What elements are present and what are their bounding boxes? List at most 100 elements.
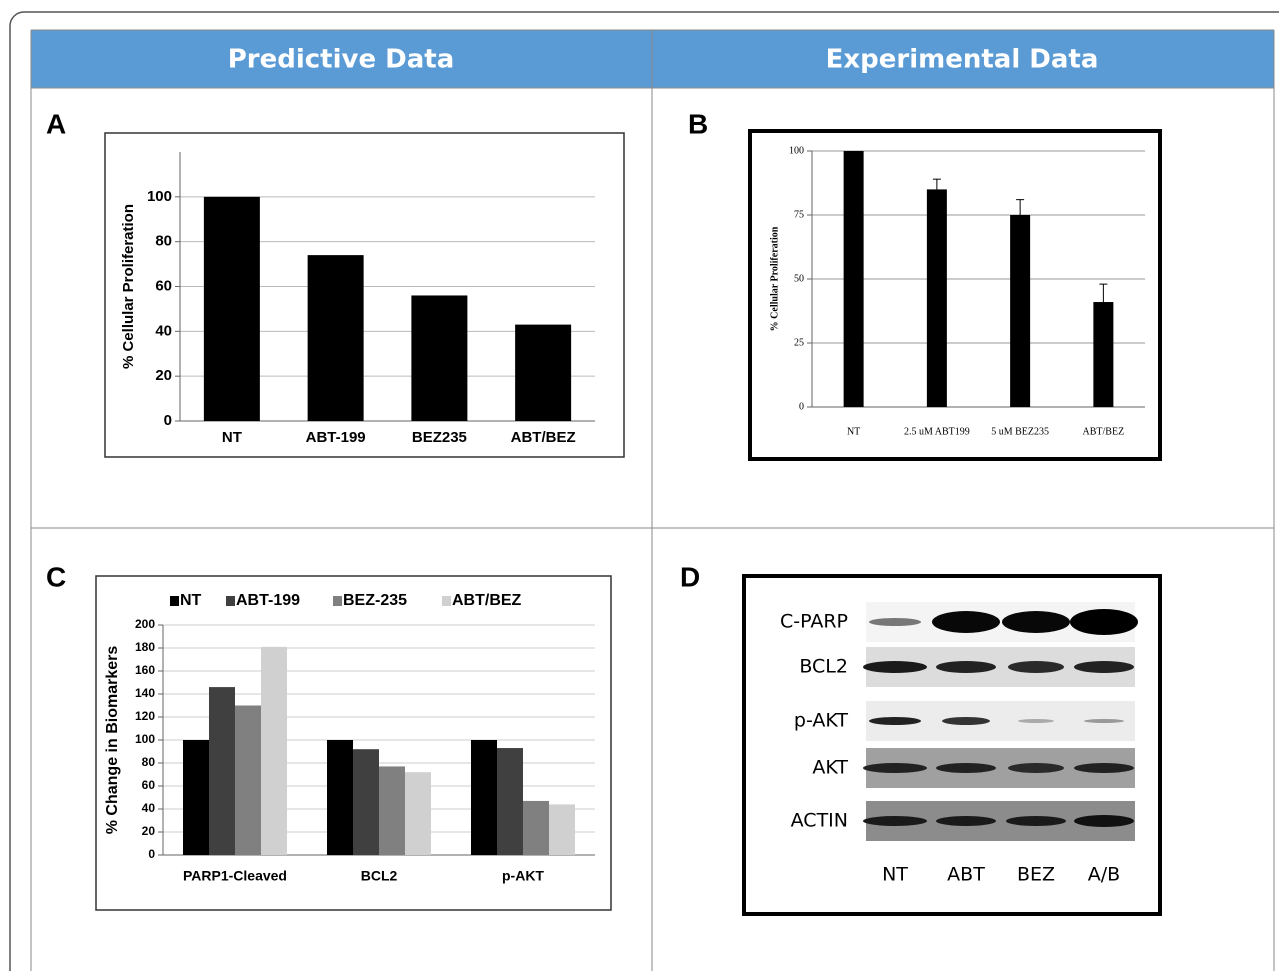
bar — [204, 197, 260, 421]
blot-row-label: AKT — [812, 757, 848, 779]
bar — [183, 740, 209, 855]
blot-lane-label: A/B — [1088, 864, 1120, 886]
blot-band — [1070, 609, 1138, 635]
blot-row-label: C-PARP — [780, 611, 848, 633]
bar — [327, 740, 353, 855]
blot-band — [936, 763, 996, 773]
blot-lane-label: NT — [882, 864, 908, 886]
legend-label: ABT-199 — [236, 592, 300, 609]
blot-band — [1074, 763, 1134, 773]
bar — [209, 687, 235, 855]
y-tick-label: 100 — [147, 188, 172, 205]
bar — [235, 706, 261, 856]
y-tick-label: 0 — [164, 412, 172, 429]
blot-band — [1008, 661, 1064, 673]
blot-band — [1008, 763, 1064, 773]
legend-swatch — [333, 596, 342, 606]
blot-row-label: p-AKT — [794, 710, 848, 732]
blot-band — [1074, 661, 1134, 673]
x-tick-label: BCL2 — [361, 868, 398, 884]
blot-band — [1074, 815, 1134, 827]
y-tick-label: 75 — [794, 209, 804, 220]
y-axis-title: % Change in Biomarkers — [104, 646, 121, 835]
y-tick-label: 20 — [142, 824, 156, 838]
y-tick-label: 100 — [135, 732, 155, 746]
y-tick-label: 200 — [135, 617, 155, 631]
y-tick-label: 50 — [794, 273, 804, 284]
y-tick-label: 40 — [142, 801, 156, 815]
blot-band — [1018, 719, 1054, 723]
column-header: Predictive Data — [228, 45, 455, 75]
chart-frame — [96, 576, 611, 910]
legend-swatch — [170, 596, 179, 606]
blot-band — [942, 717, 990, 725]
blot-band — [932, 611, 1000, 633]
x-tick-label: BEZ235 — [412, 429, 467, 446]
bar — [523, 801, 549, 855]
bar — [927, 189, 947, 407]
y-tick-label: 20 — [155, 367, 172, 384]
blot-band — [1084, 719, 1124, 723]
y-axis-title: % Cellular Proliferation — [120, 204, 137, 369]
legend-label: BEZ-235 — [343, 592, 407, 609]
y-tick-label: 140 — [135, 686, 155, 700]
bar — [471, 740, 497, 855]
y-tick-label: 0 — [148, 847, 155, 861]
panel-letter: A — [46, 108, 66, 139]
y-tick-label: 80 — [142, 755, 156, 769]
bar — [405, 772, 431, 855]
blot-band — [1006, 816, 1066, 826]
x-tick-label: NT — [847, 426, 860, 437]
blot-row-label: BCL2 — [799, 656, 848, 678]
legend-label: NT — [180, 592, 202, 609]
y-tick-label: 180 — [135, 640, 155, 654]
bar — [549, 804, 575, 855]
bar — [308, 255, 364, 421]
x-tick-label: ABT-199 — [306, 429, 366, 446]
y-tick-label: 60 — [142, 778, 156, 792]
y-tick-label: 0 — [799, 401, 804, 412]
x-tick-label: p-AKT — [502, 868, 544, 884]
y-tick-label: 25 — [794, 337, 804, 348]
blot-band — [863, 763, 927, 773]
y-tick-label: 80 — [155, 233, 172, 250]
x-tick-label: ABT/BEZ — [1083, 426, 1125, 437]
panel-letter: D — [680, 561, 700, 592]
blot-band — [936, 661, 996, 673]
x-tick-label: ABT/BEZ — [511, 429, 576, 446]
blot-band — [869, 618, 921, 626]
bar — [353, 749, 379, 855]
blot-row-label: ACTIN — [791, 810, 848, 832]
bar — [1093, 302, 1113, 407]
bar — [844, 151, 864, 407]
bar — [379, 766, 405, 855]
bar — [261, 647, 287, 855]
y-axis-title: % Cellular Proliferation — [769, 226, 780, 331]
bar — [1010, 215, 1030, 407]
bar — [497, 748, 523, 855]
y-tick-label: 120 — [135, 709, 155, 723]
blot-band — [936, 816, 996, 826]
blot-lane-label: ABT — [947, 864, 985, 886]
column-header: Experimental Data — [826, 45, 1099, 75]
figure: Predictive Data Experimental Data A B C … — [0, 0, 1279, 971]
x-tick-label: 5 uM BEZ235 — [991, 426, 1049, 437]
panel-letter: B — [688, 108, 708, 139]
blot-band — [863, 816, 927, 826]
panel-letter: C — [46, 561, 66, 592]
blot-band — [863, 661, 927, 673]
legend-swatch — [226, 596, 235, 606]
y-tick-label: 160 — [135, 663, 155, 677]
blot-lane-label: BEZ — [1017, 864, 1055, 886]
bar — [411, 295, 467, 421]
y-tick-label: 40 — [155, 322, 172, 339]
x-tick-label: 2.5 uM ABT199 — [904, 426, 970, 437]
y-tick-label: 60 — [155, 277, 172, 294]
bar — [515, 325, 571, 421]
legend-swatch — [442, 596, 451, 606]
blot-band — [869, 717, 921, 725]
legend-label: ABT/BEZ — [452, 592, 522, 609]
x-tick-label: PARP1-Cleaved — [183, 868, 287, 884]
x-tick-label: NT — [222, 429, 242, 446]
y-tick-label: 100 — [789, 145, 804, 156]
